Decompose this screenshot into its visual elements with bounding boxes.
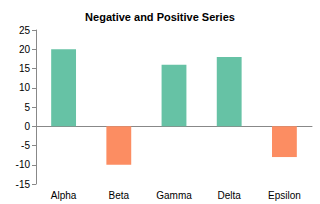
svg-text:0: 0: [24, 121, 30, 132]
svg-text:5: 5: [24, 102, 30, 113]
svg-text:-15: -15: [16, 179, 31, 190]
svg-text:-10: -10: [16, 159, 31, 170]
svg-text:10: 10: [19, 82, 31, 93]
svg-text:-5: -5: [21, 140, 30, 151]
svg-text:Alpha: Alpha: [51, 190, 77, 201]
svg-text:Gamma: Gamma: [156, 190, 192, 201]
svg-text:20: 20: [19, 44, 31, 55]
svg-text:Epsilon: Epsilon: [268, 190, 301, 201]
svg-text:25: 25: [19, 25, 31, 36]
svg-text:15: 15: [19, 63, 31, 74]
svg-text:Delta: Delta: [218, 190, 242, 201]
svg-text:Negative and Positive Series: Negative and Positive Series: [85, 11, 235, 23]
svg-text:Beta: Beta: [109, 190, 130, 201]
